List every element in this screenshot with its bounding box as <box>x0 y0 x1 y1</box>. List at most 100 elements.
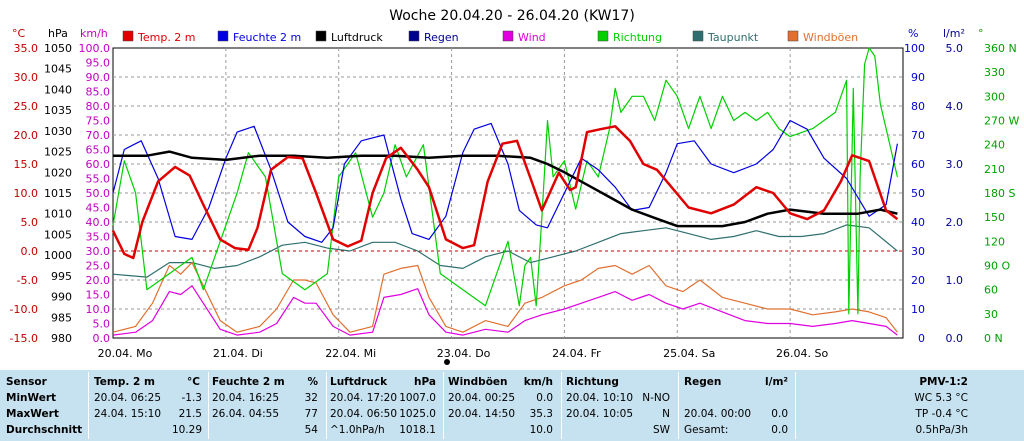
weather-chart: Woche 20.04.20 - 26.04.20 (KW17) 35.030.… <box>10 8 1019 365</box>
legend-label: Temp. 2 m <box>137 31 196 44</box>
pressure-max-time: 20.04. 06:50 <box>330 408 397 420</box>
temp-tick-label: -10.0 <box>10 303 38 316</box>
pressure-tick-label: 1030 <box>44 125 72 138</box>
gust-unit: km/h <box>523 376 553 388</box>
legend-swatch <box>597 30 609 42</box>
summary-table <box>0 370 1024 441</box>
pressure-tick-label: 980 <box>51 332 72 345</box>
legend-swatch <box>787 30 799 42</box>
humidity-unit: % <box>307 376 318 388</box>
wind-tick-label: 50.0 <box>86 187 111 200</box>
pressure-tick-label: 1015 <box>44 187 72 200</box>
legend-label: Luftdruck <box>331 31 383 44</box>
wind-tick-label: 90.0 <box>86 71 111 84</box>
direction-tick-label: 120 <box>984 235 1005 248</box>
humidity-min: 32 <box>304 392 318 404</box>
temp-tick-label: 30.0 <box>14 71 39 84</box>
pressure-tick-label: 1020 <box>44 166 72 179</box>
temp-tick-label: 15.0 <box>14 158 39 171</box>
wind-tick-label: 70.0 <box>86 129 111 142</box>
rain-unit: l/m² <box>765 376 788 388</box>
humidity-avg: 54 <box>304 424 318 436</box>
rain-unit-label: l/m² <box>943 27 965 40</box>
wind-tick-label: 80.0 <box>86 100 111 113</box>
humidity-max-time: 26.04. 04:55 <box>212 408 279 420</box>
humidity-tick-label: 70 <box>911 129 925 142</box>
chart-title: Woche 20.04.20 - 26.04.20 (KW17) <box>389 8 635 24</box>
row-label-max: MaxWert <box>6 408 59 420</box>
direction-tick-label: 210 <box>984 163 1005 176</box>
legend: Temp. 2 m Feuchte 2 m Luftdruck Regen Wind Ri… <box>122 30 858 44</box>
col-separator <box>208 372 209 439</box>
direction-max: N <box>662 408 670 420</box>
legend-swatch <box>692 30 704 42</box>
temp-avg: 10.29 <box>171 424 202 436</box>
legend-swatch <box>217 30 229 42</box>
direction-tick-label: 360 N <box>984 42 1017 55</box>
gust-max: 35.3 <box>529 408 553 420</box>
x-tick-label: 22.04. Mi <box>325 347 376 360</box>
humidity-tick-label: 10 <box>911 303 925 316</box>
wind-tick-label: 35.0 <box>86 231 111 244</box>
wind-tick-label: 20.0 <box>86 274 111 287</box>
direction-min: N-NO <box>642 392 670 404</box>
temp-tick-label: 10.0 <box>14 187 39 200</box>
pressure-tick-label: 1005 <box>44 228 72 241</box>
rain-tick-label: 2.0 <box>946 216 964 229</box>
temp-header: Temp. 2 m <box>94 376 155 388</box>
pressure-unit: hPa <box>414 376 436 388</box>
pmv-header: PMV-1:2 <box>919 376 968 388</box>
series-luftdruck <box>113 150 898 228</box>
rain-tick-label: 4.0 <box>946 100 964 113</box>
humidity-unit-label: % <box>908 27 918 40</box>
direction-header: Richtung <box>566 376 619 388</box>
direction-tick-label: 150 <box>984 211 1005 224</box>
direction-max-time: 20.04. 10:05 <box>566 408 633 420</box>
temp-tick-label: 20.0 <box>14 129 39 142</box>
gust-avg: 10.0 <box>529 424 553 436</box>
x-tick-label: 25.04. Sa <box>663 347 715 360</box>
pressure-tick-label: 1010 <box>44 208 72 221</box>
legend-label: Windböen <box>803 31 858 44</box>
pressure-avg: 1018.1 <box>399 424 436 436</box>
temp-tick-label: 35.0 <box>14 42 39 55</box>
wind-tick-label: 75.0 <box>86 115 111 128</box>
rain-max-time: 20.04. 00:00 <box>684 408 751 420</box>
temp-max: 21.5 <box>178 408 202 420</box>
rain-total: 0.0 <box>771 424 788 436</box>
temp-min: -1.3 <box>181 392 203 404</box>
humidity-tick-label: 20 <box>911 274 925 287</box>
pmv-dewpoint: TP -0.4 °C <box>915 408 969 420</box>
row-label-sensor: Sensor <box>6 376 47 388</box>
col-separator <box>443 372 444 439</box>
pmv-pressure-trend: 0.5hPa/3h <box>915 424 968 436</box>
wind-tick-label: 65.0 <box>86 144 111 157</box>
axis-unit-labels: °C hPa km/h% l/m² ° <box>12 27 984 40</box>
humidity-tick-label: 30 <box>911 245 925 258</box>
rain-header: Regen <box>684 376 722 388</box>
wind-tick-label: 60.0 <box>86 158 111 171</box>
series-lines <box>111 47 899 336</box>
legend-swatch <box>502 30 514 42</box>
humidity-tick-label: 40 <box>911 216 925 229</box>
series-temp-2-m <box>111 125 899 260</box>
wind-tick-label: 100.0 <box>79 42 111 55</box>
col-separator <box>678 372 679 439</box>
col-separator <box>561 372 562 439</box>
col-separator <box>795 372 796 439</box>
wind-tick-label: 30.0 <box>86 245 111 258</box>
wind-tick-label: 40.0 <box>86 216 111 229</box>
row-label-avg: Durchschnitt <box>6 424 83 436</box>
direction-avg: SW <box>652 424 670 436</box>
legend-swatch <box>408 30 420 42</box>
series-feuchte-2-m <box>112 119 898 243</box>
x-tick-label: 23.04. Do <box>437 347 491 360</box>
series-richtung <box>112 47 898 315</box>
wind-tick-label: 95.0 <box>86 57 111 70</box>
legend-swatch <box>315 30 327 42</box>
direction-unit-label: ° <box>978 27 984 40</box>
series-wind <box>112 285 898 336</box>
legend-label: Wind <box>518 31 546 44</box>
row-label-min: MinWert <box>6 392 57 404</box>
pressure-tick-label: 1050 <box>44 42 72 55</box>
